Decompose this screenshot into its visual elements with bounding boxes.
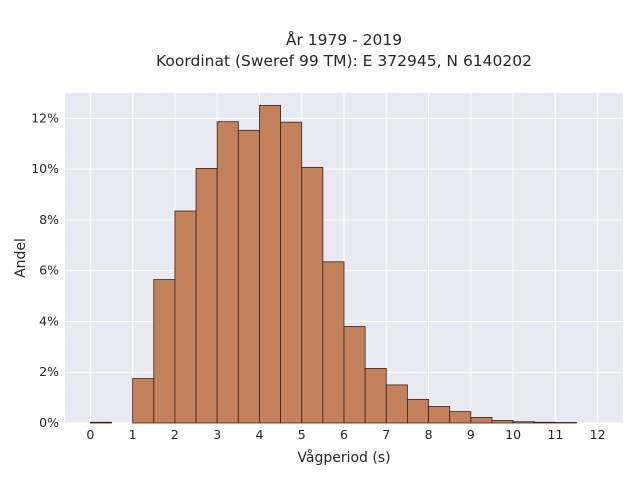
x-tick-label: 3 (213, 427, 221, 442)
histogram-bars (89, 105, 577, 424)
x-tick-label: 2 (171, 427, 179, 442)
y-tick-label: 6% (39, 263, 59, 278)
x-tick-label: 1 (129, 427, 137, 442)
x-tick-label: 6 (340, 427, 348, 442)
x-axis-label: Vågperiod (s) (297, 449, 390, 466)
histogram-bar (428, 406, 451, 424)
x-tick-label: 8 (425, 427, 433, 442)
histogram-bar (259, 105, 281, 424)
x-tick-label: 9 (467, 427, 475, 442)
x-tick-label: 5 (298, 427, 306, 442)
y-tick-label: 2% (39, 364, 59, 379)
histogram-bar (470, 417, 493, 424)
y-tick-label: 0% (39, 415, 59, 430)
histogram-bar (322, 261, 345, 424)
histogram-bar (132, 378, 155, 424)
histogram-bar (301, 166, 324, 424)
histogram-bar (512, 421, 535, 424)
histogram-bar (364, 368, 387, 424)
x-tick-label: 11 (547, 427, 563, 442)
histogram-bar (449, 411, 472, 424)
y-tick-label: 12% (31, 110, 59, 125)
x-tick-labels: 0 1 2 3 4 5 6 7 8 9 10 11 12 (86, 427, 605, 442)
x-tick-label: 12 (590, 427, 606, 442)
histogram-bar (407, 398, 429, 424)
x-tick-label: 0 (86, 427, 94, 442)
histogram-bar (89, 421, 112, 424)
histogram-bar (491, 420, 514, 424)
x-tick-label: 4 (255, 427, 263, 442)
chart-title-line-2: Koordinat (Sweref 99 TM): E 372945, N 61… (156, 52, 532, 70)
y-tick-labels: 0% 2% 4% 6% 8% 10% 12% (31, 110, 59, 430)
histogram-bar (385, 384, 408, 424)
histogram-bar (216, 121, 239, 424)
histogram-bar (237, 129, 260, 424)
histogram-bar (153, 279, 176, 424)
histogram-bar (554, 422, 577, 424)
histogram-bar (533, 421, 556, 424)
y-axis-label: Andel (13, 238, 29, 278)
y-tick-label: 8% (39, 212, 59, 227)
y-tick-label: 10% (31, 161, 59, 176)
x-tick-label: 10 (505, 427, 521, 442)
y-tick-label: 4% (39, 313, 59, 328)
chart-title-line-1: År 1979 - 2019 (286, 30, 402, 49)
histogram-bar (280, 121, 303, 424)
histogram-bar (195, 167, 218, 424)
x-tick-label: 7 (382, 427, 390, 442)
histogram-bar (174, 210, 197, 424)
histogram-bar (343, 326, 366, 424)
